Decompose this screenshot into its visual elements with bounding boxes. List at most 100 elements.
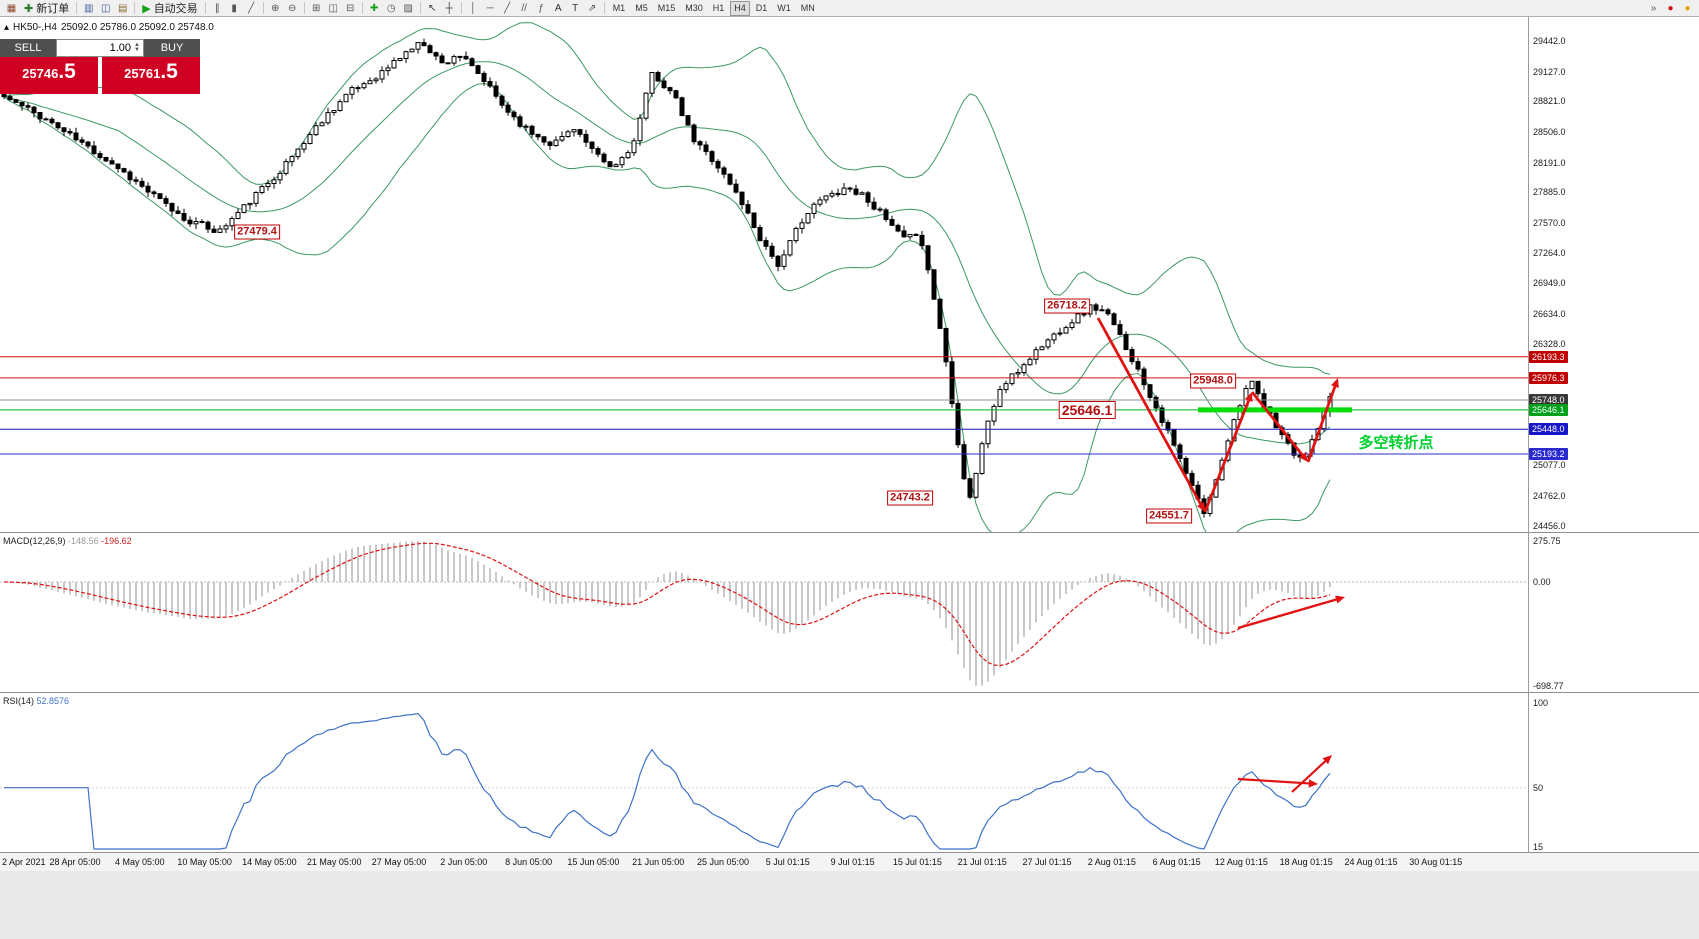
macd-panel: MACD(12,26,9) -148.56 -196.62 275.75 0.00… [0, 533, 1699, 693]
rsi-axis-label: 50 [1533, 782, 1544, 793]
arrows-tool-icon[interactable]: ⇗ [585, 1, 600, 15]
data-window-icon: ◫ [100, 2, 111, 14]
cursor-icon[interactable]: ↖ [425, 1, 440, 15]
time-axis-label: 25 Jun 05:00 [696, 857, 750, 867]
navigator-icon[interactable]: ▤ [115, 1, 130, 15]
auto-arrange-icon[interactable]: ⊟ [343, 1, 358, 15]
volume-spinner-icon[interactable]: ▲ ▼ [134, 42, 140, 53]
price-annotation[interactable]: 24743.2 [887, 490, 933, 506]
price-line-label-26193.3: 26193.3 [1529, 350, 1568, 363]
line-chart-icon[interactable]: ╱ [244, 1, 259, 15]
zoom-in-icon[interactable]: ⊕ [268, 1, 283, 15]
timeframe-h1-button[interactable]: H1 [712, 2, 725, 13]
template-icon[interactable]: ▨ [401, 1, 416, 15]
trendline-icon[interactable]: ╱ [500, 1, 515, 15]
record-icon[interactable]: ● [1667, 2, 1674, 14]
trend-arrow[interactable] [1291, 757, 1330, 793]
trend-arrow[interactable] [1306, 382, 1338, 463]
buy-price-display[interactable]: 25761.5 [102, 57, 200, 94]
autotrading-button[interactable]: ▶ 自动交易 [138, 1, 201, 16]
trend-arrow[interactable] [1237, 597, 1341, 630]
rsi-axis-label: 100 [1533, 698, 1549, 708]
time-axis-label: 9 Jul 01:15 [830, 857, 875, 867]
trend-arrow-head [1244, 392, 1253, 402]
toolbar-separator [204, 2, 206, 14]
time-axis-label: 14 May 05:00 [242, 857, 297, 867]
price-tick: 28191.0 [1533, 157, 1566, 168]
volume-field[interactable]: 1.00 ▲ ▼ [56, 39, 144, 57]
price-tick: 24762.0 [1533, 490, 1566, 501]
buy-button[interactable]: BUY [144, 39, 200, 57]
label-icon[interactable]: T [568, 1, 583, 15]
timeframe-mn-button[interactable]: MN [800, 2, 815, 13]
price-annotation[interactable]: 24551.7 [1146, 508, 1192, 524]
new-chart-icon[interactable]: ▦ [4, 1, 19, 15]
horizontal-line-icon[interactable]: ─ [483, 1, 498, 15]
price-annotation[interactable]: 25948.0 [1190, 373, 1236, 389]
cursor-icon: ↖ [427, 2, 437, 14]
period-icon[interactable]: ◷ [384, 1, 399, 15]
toolbar: ▦ ✚ 新订单 ▥ ◫ ▤ ▶ 自动交易 ∥ ▮ ╱ ⊕ ⊖ ⊞ ◫ ⊟ ✚ ◷ ▨ ↖ ┼ │ ─ ╱//ƒ A T ⇗ M1 M5 M… [0, 0, 1699, 17]
alert-status-icon[interactable]: ● [1684, 2, 1691, 14]
time-axis-label: 12 Aug 01:15 [1214, 857, 1268, 867]
timeframe-h4-button[interactable]: H4 [730, 0, 750, 16]
data-window-icon[interactable]: ◫ [98, 1, 113, 15]
macd-canvas[interactable] [0, 533, 1699, 692]
bars-chart-icon[interactable]: ∥ [210, 1, 225, 15]
price-annotation[interactable]: 26718.2 [1044, 298, 1090, 314]
candles-chart-icon[interactable]: ▮ [227, 1, 242, 15]
chart-shift-icon[interactable]: » [1650, 2, 1657, 14]
time-axis-label: 4 May 05:00 [115, 857, 165, 867]
crosshair-icon[interactable]: ┼ [442, 1, 457, 15]
price-chart-canvas[interactable] [0, 17, 1699, 532]
toolbar-separator [303, 2, 305, 14]
price-tick: 26634.0 [1533, 309, 1566, 319]
rsi-canvas[interactable] [0, 693, 1699, 852]
vertical-line-icon[interactable]: │ [466, 1, 481, 15]
label-icon: T [572, 2, 579, 14]
timeframe-m15-button[interactable]: M15 [657, 2, 676, 13]
timeframe-d1-button[interactable]: D1 [755, 2, 768, 13]
fibonacci-icon[interactable]: ƒ [534, 1, 549, 15]
sell-button[interactable]: SELL [0, 39, 56, 57]
time-axis[interactable]: 2 Apr 2021 28 Apr 05:00 4 May 05:00 10 May … [0, 853, 1699, 871]
trend-arrow[interactable] [1250, 391, 1306, 459]
time-axis-label: 28 Apr 05:00 [49, 857, 101, 867]
bottom-filler [0, 871, 1699, 939]
new-order-button: ✚ [24, 2, 34, 15]
grid-icon[interactable]: ⊞ [309, 1, 324, 15]
price-tick: 29127.0 [1533, 66, 1566, 77]
price-tick: 29442.0 [1533, 36, 1566, 47]
price-tick: 24456.0 [1533, 520, 1566, 531]
symbol-ohlc-line: ▴ HK50-,H4 25092.0 25786.0 25092.0 25748.0 [4, 22, 218, 33]
text-icon[interactable]: A [551, 1, 566, 15]
channel-icon[interactable]: // [517, 1, 532, 15]
channel-icon: // [521, 2, 527, 14]
turning-point-text[interactable]: 多空转折点 [1358, 434, 1434, 452]
timeframe-m30-button[interactable]: M30 [685, 2, 703, 13]
trend-arrow-head [1197, 502, 1205, 512]
trend-arrow[interactable] [1203, 396, 1252, 513]
timeframe-m1-button[interactable]: M1 [612, 2, 626, 13]
trend-arrow-head [1331, 378, 1339, 388]
timeframe-w1-button[interactable]: W1 [777, 2, 791, 13]
line-chart-icon: ╱ [248, 2, 255, 14]
toolbar-separator [460, 2, 462, 14]
price-annotation[interactable]: 27479.4 [234, 224, 280, 240]
add-indicator-icon: ✚ [369, 2, 379, 14]
timeframe-m5-button[interactable]: M5 [635, 2, 648, 13]
macd-axis-label: 275.75 [1533, 536, 1561, 546]
new-order-button[interactable]: ✚ 新订单 [20, 1, 73, 16]
macd-label: MACD(12,26,9) -148.56 -196.62 [3, 536, 132, 546]
price-annotation[interactable]: 25646.1 [1058, 400, 1116, 419]
sell-price-display[interactable]: 25746.5 [0, 57, 98, 94]
vertical-line-icon: │ [470, 2, 477, 14]
price-line-label-25976.3: 25976.3 [1529, 371, 1568, 384]
tile-windows-icon[interactable]: ◫ [326, 1, 341, 15]
candlestick-series [1, 38, 1333, 518]
market-watch-icon[interactable]: ▥ [81, 1, 96, 15]
add-indicator-icon[interactable]: ✚ [367, 1, 382, 15]
trend-arrow[interactable] [1096, 317, 1204, 509]
zoom-out-icon[interactable]: ⊖ [285, 1, 300, 15]
